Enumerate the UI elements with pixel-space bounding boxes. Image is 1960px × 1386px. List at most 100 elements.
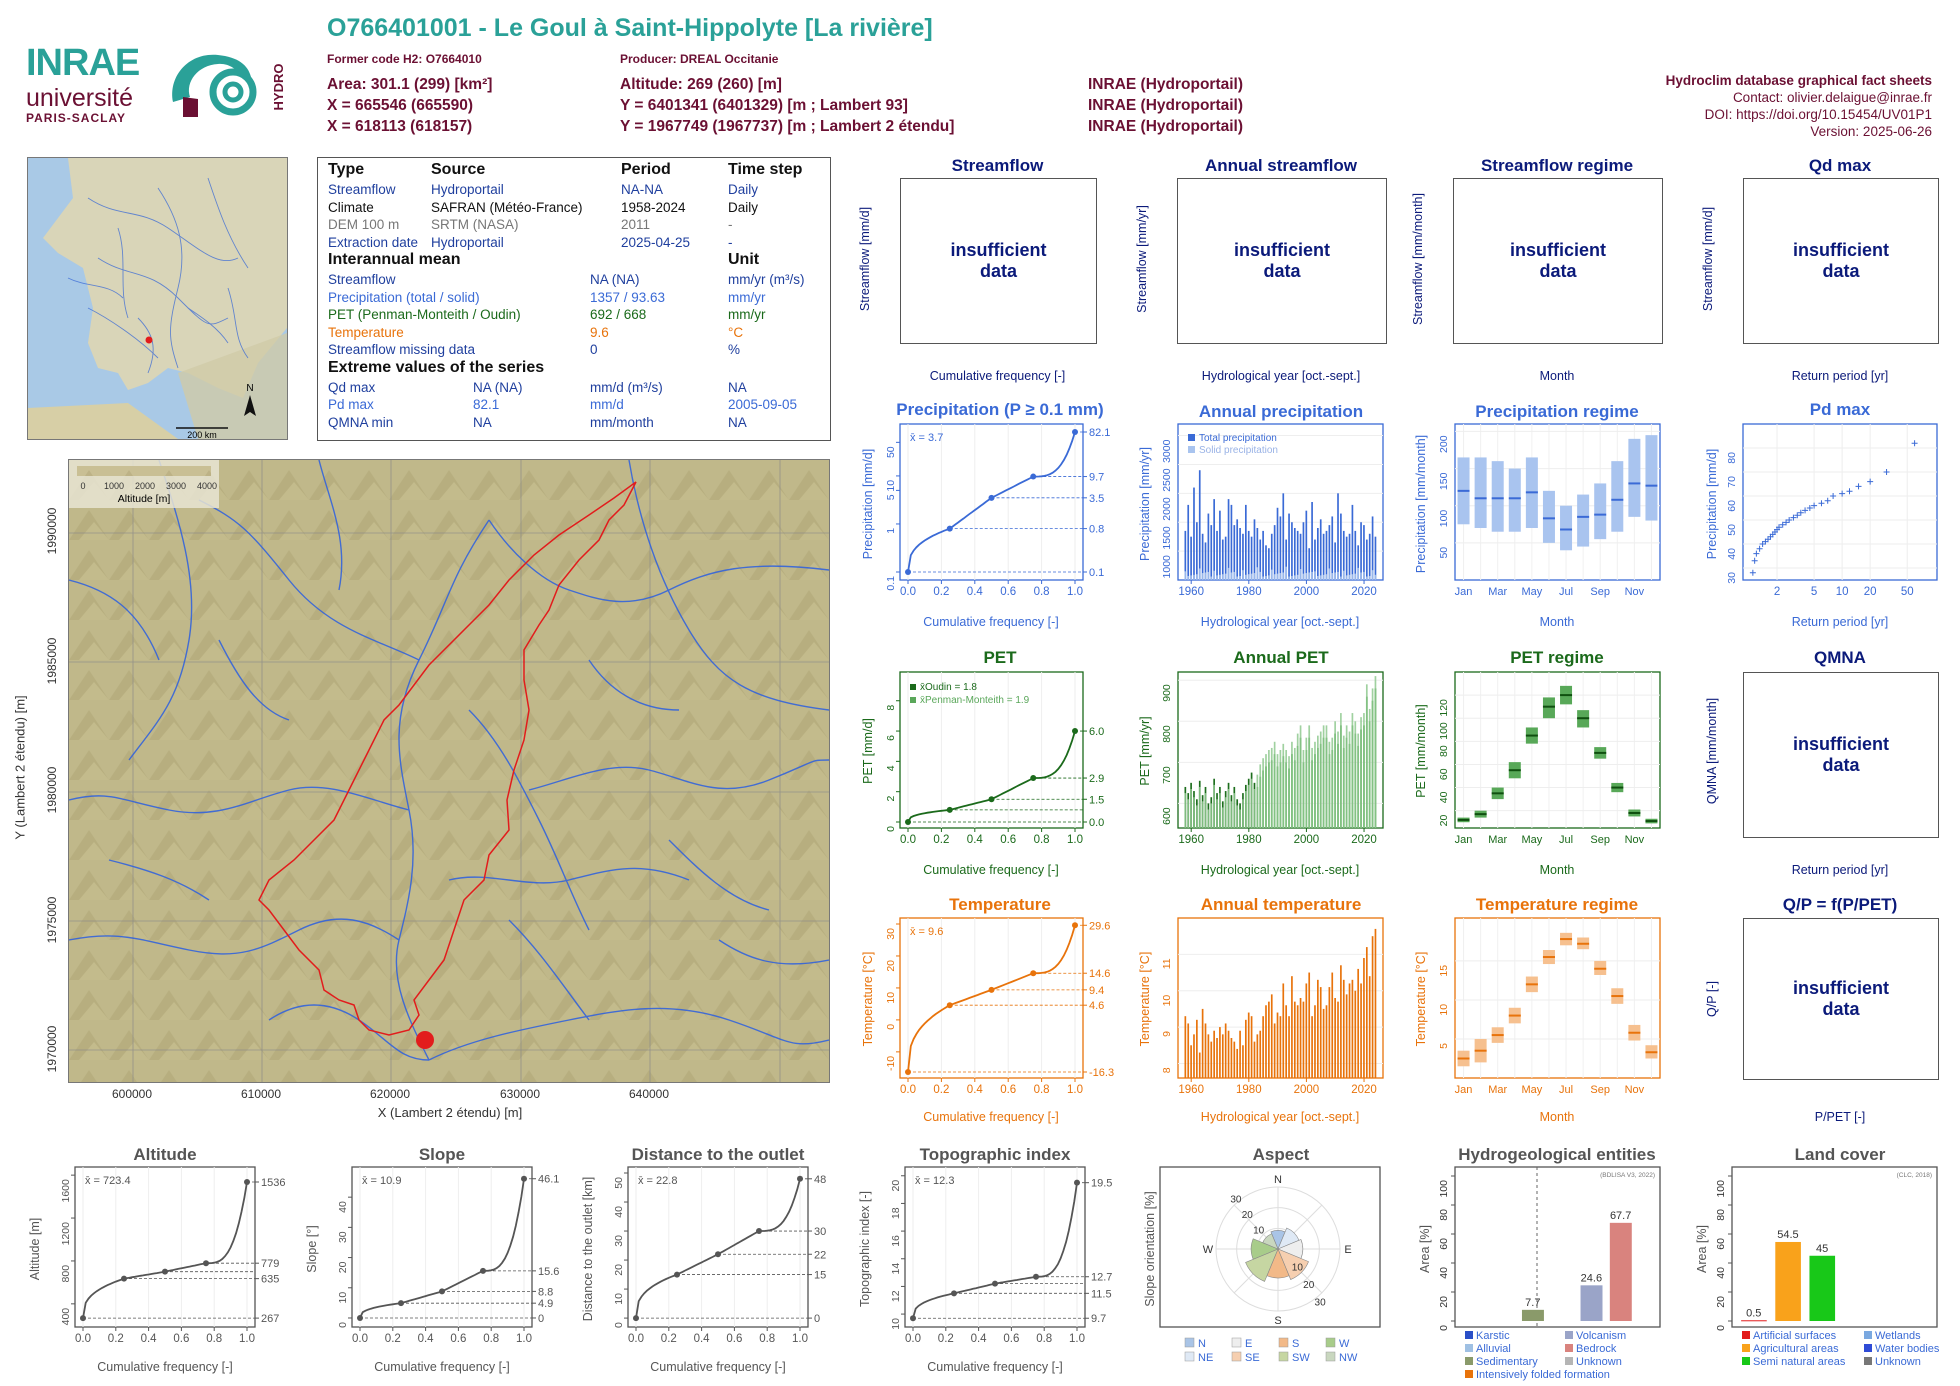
year-bar [1262,530,1264,580]
secondary-bar [1239,809,1241,828]
right-tick-label: 1.5 [1089,794,1104,806]
insufficient-data-message: insufficient data [950,240,1047,281]
pet-regime-chart: 20 40 60 80 100 120 Jan Mar May Jul Sep Nov [1438,671,1661,846]
year-bar [1265,1005,1267,1078]
quantile-point [1072,922,1078,929]
catchment-map[interactable]: 0 1000 2000 3000 4000 Altitude [m] [68,459,830,1083]
year-bar [1368,976,1371,1078]
contact-link[interactable]: Contact: olivier.delaigue@inrae.fr [1732,90,1932,105]
x-tick-label: 0.4 [141,1333,158,1345]
quantile-point [80,1315,86,1322]
secondary-bar [1357,567,1360,580]
direction-label: W [1203,1244,1214,1256]
year-bar [1331,972,1334,1078]
quantile-point [946,1002,953,1009]
year-bar [1239,528,1241,580]
map-x-tick: 600000 [111,1087,153,1101]
station-marker[interactable] [145,336,153,344]
landcover-legend: Artificial surfaces Wetlands Agricultural … [1742,1330,1940,1368]
streamflow-panel: insufficient data [900,178,1097,344]
left-tick-label: 10 [885,480,897,492]
y-lambert2e: Y = 1967749 (1967737) [m ; Lambert 2 éte… [620,118,955,135]
left-tick-label: 0 [337,1322,349,1328]
x-tick-label: 2020 [1351,1084,1377,1096]
secondary-bar [1285,750,1288,828]
secondary-bar [1351,713,1354,828]
annual-max-point [1749,569,1756,576]
outlet-marker[interactable] [416,1031,434,1049]
secondary-bar [1311,571,1313,580]
x-tick-label: Sep [1590,1084,1610,1096]
year-bar [1207,1034,1210,1078]
version: Version: 2025-06-26 [1810,124,1932,139]
year-bar [1351,504,1354,580]
extreme-date: NA [728,414,747,430]
extreme-value: 82.1 [473,397,500,412]
legend-solid-precip: Solid precipitation [1199,445,1278,456]
annual-max-point [1846,488,1853,495]
annual-max-point [1779,521,1786,528]
france-map[interactable]: 200 km N [27,157,288,440]
temp-title: Temperature [949,895,1051,914]
year-bar [1311,1016,1313,1078]
quantile-point [905,1069,911,1075]
info-cell: Extreme values of the series [328,358,545,376]
year-bar [1328,987,1331,1078]
temp-regime-ylabel: Temperature [°C] [1414,951,1428,1047]
y-tick-label: 10 [1438,1004,1450,1016]
x-tick-label: Nov [1625,834,1645,846]
right-tick-label: 14.6 [1089,968,1110,980]
category-bar [1741,1320,1767,1322]
interannual-label: Streamflow missing data [328,342,476,357]
quantile-point [1030,473,1037,480]
right-tick-label: 29.6 [1089,920,1110,932]
secondary-bar [1368,575,1371,580]
secondary-bar [1204,793,1207,828]
extreme-row: QMNA min NA mm/month NA [328,414,823,432]
year-bar [1354,530,1357,580]
catchment-boundary[interactable] [258,481,637,1036]
x-tick-label: Jan [1455,834,1473,846]
north-arrow-label: N [246,383,253,394]
quantile-point [674,1271,680,1278]
info-cell: Daily [728,182,759,197]
aspect-legend-item: W [1339,1338,1350,1350]
quantile-point [480,1267,486,1274]
year-bar [1317,979,1319,1078]
x-tick-label: 2000 [1294,1084,1320,1096]
annual-max-point [1867,478,1874,485]
year-bar [1262,1016,1264,1078]
hydro-logo-text: HYDRO [271,64,286,111]
secondary-bar [1314,741,1316,828]
interannual-row: Streamflow missing data 0% [328,341,823,359]
year-bar [1325,530,1328,580]
hydrogeo-legend-item: Bedrock [1576,1343,1617,1355]
doi-link[interactable]: DOI: https://doi.org/10.15454/UV01P1 [1704,107,1932,122]
year-bar [1201,1008,1204,1078]
year-bar [1187,1023,1190,1078]
precip-title: Precipitation (P ≥ 0.1 mm) [896,400,1104,419]
quantile-point [203,1260,209,1267]
precip-regime-title: Precipitation regime [1475,402,1639,421]
interannual-label: Precipitation (total / solid) [328,289,480,305]
info-cell: - [728,217,733,232]
y-tick-label: 60 [1438,1238,1450,1250]
secondary-bar [1250,573,1253,580]
year-bar [1348,533,1351,580]
secondary-bar [1293,575,1296,580]
secondary-bar [1187,799,1190,828]
quantile-point [439,1288,445,1295]
annual-pet-title: Annual PET [1233,648,1329,667]
secondary-bar [1273,741,1276,828]
altitude-legend-tick: 0 [80,481,85,491]
aspect-legend-item: S [1292,1338,1299,1350]
x-tick-label: 1980 [1236,1084,1262,1096]
annual-precip-title: Annual precipitation [1198,402,1364,421]
hydrogeo-legend-item: Volcanism [1576,1330,1626,1342]
qp-title: Q/P = f(P/PET) [1782,895,1898,914]
annual-pet-ylabel: PET [mm/yr] [1138,716,1152,786]
secondary-bar [1317,735,1319,828]
year-bar [1279,516,1282,580]
annual-temp-title: Annual temperature [1200,895,1362,914]
